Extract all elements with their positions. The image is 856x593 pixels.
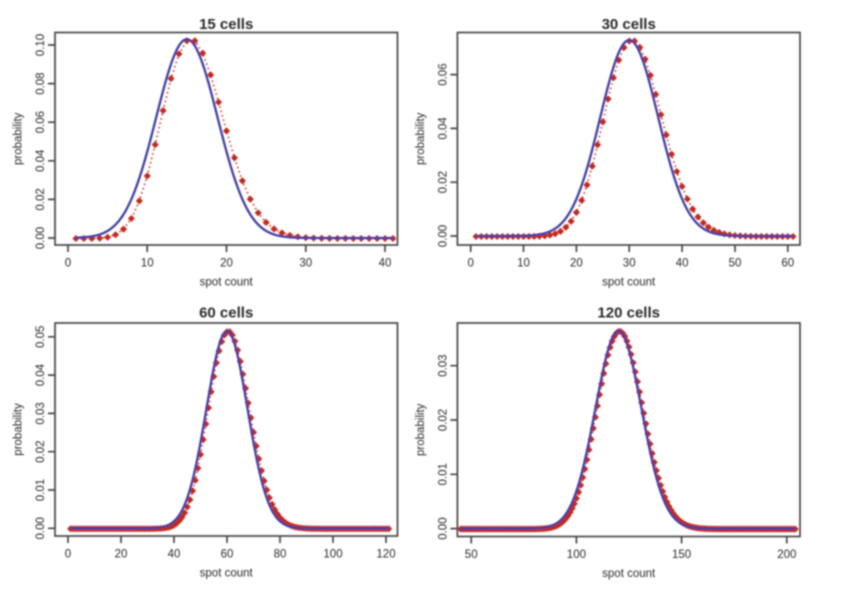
svg-text:0.06: 0.06 xyxy=(437,63,449,85)
svg-text:15 cells: 15 cells xyxy=(199,16,253,33)
svg-text:0.00: 0.00 xyxy=(437,517,449,539)
svg-text:120 cells: 120 cells xyxy=(597,305,660,322)
svg-text:probability: probability xyxy=(415,112,427,165)
svg-text:60: 60 xyxy=(781,258,794,270)
svg-text:0.04: 0.04 xyxy=(35,149,47,172)
svg-text:0.02: 0.02 xyxy=(35,441,47,463)
svg-text:20: 20 xyxy=(220,258,233,270)
svg-text:0.00: 0.00 xyxy=(35,517,47,539)
svg-text:0.08: 0.08 xyxy=(35,72,47,94)
svg-text:0.00: 0.00 xyxy=(35,227,47,249)
svg-text:0.06: 0.06 xyxy=(35,111,47,133)
svg-text:30: 30 xyxy=(623,258,636,270)
svg-text:10: 10 xyxy=(517,258,530,270)
svg-text:50: 50 xyxy=(465,549,478,561)
svg-text:probability: probability xyxy=(13,403,25,456)
svg-text:probability: probability xyxy=(415,403,427,456)
svg-text:0.02: 0.02 xyxy=(437,409,449,431)
svg-text:0: 0 xyxy=(467,258,473,270)
svg-text:20: 20 xyxy=(115,549,128,561)
svg-text:0.04: 0.04 xyxy=(437,117,449,140)
svg-text:200: 200 xyxy=(777,549,796,561)
svg-text:60 cells: 60 cells xyxy=(199,305,253,322)
svg-text:150: 150 xyxy=(672,549,691,561)
svg-text:0.02: 0.02 xyxy=(437,171,449,193)
svg-text:10: 10 xyxy=(141,258,154,270)
svg-text:spot count: spot count xyxy=(200,277,254,289)
svg-text:30: 30 xyxy=(299,258,312,270)
svg-text:0.03: 0.03 xyxy=(35,402,47,424)
svg-text:0.02: 0.02 xyxy=(35,188,47,210)
svg-text:0: 0 xyxy=(65,549,71,561)
svg-text:spot count: spot count xyxy=(602,277,656,289)
svg-text:60: 60 xyxy=(221,549,234,561)
svg-text:40: 40 xyxy=(379,258,392,270)
svg-text:100: 100 xyxy=(567,549,586,561)
svg-text:50: 50 xyxy=(729,258,742,270)
svg-text:30 cells: 30 cells xyxy=(602,16,656,33)
svg-text:0.04: 0.04 xyxy=(35,363,47,386)
svg-text:0.01: 0.01 xyxy=(437,463,449,485)
svg-text:40: 40 xyxy=(676,258,689,270)
svg-text:spot count: spot count xyxy=(602,568,656,580)
svg-text:80: 80 xyxy=(274,549,287,561)
svg-text:20: 20 xyxy=(570,258,583,270)
svg-text:spot count: spot count xyxy=(200,568,254,580)
svg-text:probability: probability xyxy=(13,112,25,165)
svg-text:120: 120 xyxy=(376,549,395,561)
svg-text:0.03: 0.03 xyxy=(437,355,449,377)
svg-text:100: 100 xyxy=(323,549,342,561)
svg-text:0: 0 xyxy=(65,258,71,270)
svg-text:0.10: 0.10 xyxy=(35,34,47,56)
svg-text:0.00: 0.00 xyxy=(437,225,449,247)
svg-text:0.01: 0.01 xyxy=(35,479,47,501)
svg-text:0.05: 0.05 xyxy=(35,326,47,348)
svg-text:40: 40 xyxy=(168,549,181,561)
